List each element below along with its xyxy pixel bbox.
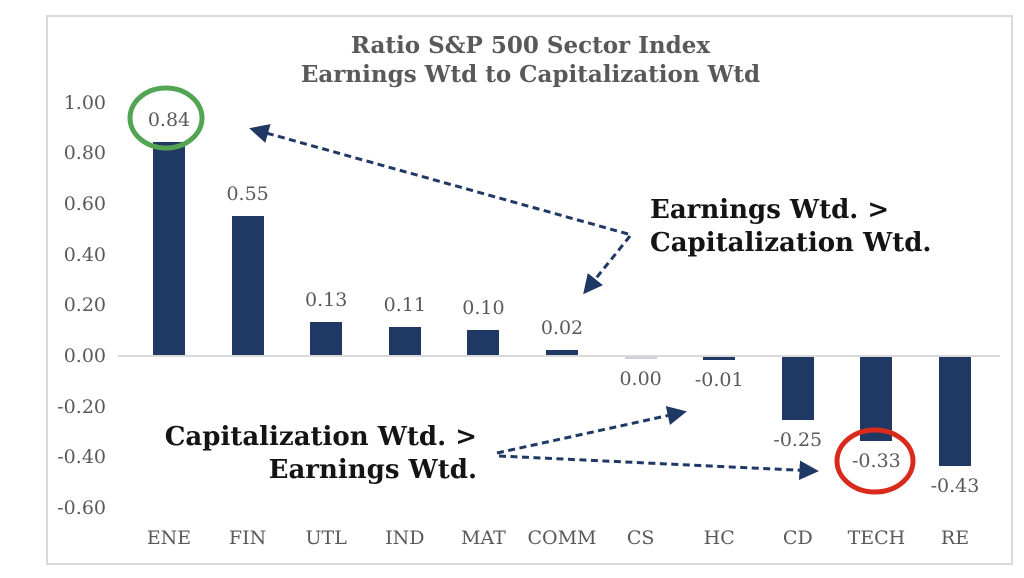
chart-title-line2: Earnings Wtd to Capitalization Wtd xyxy=(300,61,761,88)
bar-label-TECH: -0.33 xyxy=(852,450,901,472)
chart-title-line1: Ratio S&P 500 Sector Index xyxy=(350,32,711,59)
category-label-COMM: COMM xyxy=(527,527,597,549)
ytick--0.60: -0.60 xyxy=(57,497,106,520)
annotation-cap-gt-line2: Earnings Wtd. xyxy=(268,455,477,485)
bar-label-UTL: 0.13 xyxy=(305,289,348,311)
bar-HC xyxy=(703,357,736,360)
category-label-IND: IND xyxy=(385,527,425,549)
ytick-0.60: 0.60 xyxy=(63,192,106,215)
bar-label-RE: -0.43 xyxy=(930,475,980,497)
category-label-TECH: TECH xyxy=(847,527,906,549)
bar-CD xyxy=(781,357,814,420)
bar-label-CS: 0.00 xyxy=(619,368,662,390)
category-label-UTL: UTL xyxy=(305,527,347,549)
annotation-earnings-gt-line2: Capitalization Wtd. xyxy=(650,228,932,258)
bar-label-MAT: 0.10 xyxy=(462,297,505,319)
category-label-MAT: MAT xyxy=(460,527,506,549)
bar-label-CD: -0.25 xyxy=(773,429,823,451)
ytick-0.20: 0.20 xyxy=(63,294,106,317)
bar-COMM xyxy=(546,350,578,355)
category-label-RE: RE xyxy=(940,527,970,549)
annotation-earnings-gt: Earnings Wtd. > Capitalization Wtd. xyxy=(650,194,931,260)
annotation-cap-gt: Capitalization Wtd. > Earnings Wtd. xyxy=(165,421,477,487)
category-label-CD: CD xyxy=(782,527,813,549)
annotation-earnings-gt-line1: Earnings Wtd. > xyxy=(650,195,890,225)
zero-axis-line xyxy=(118,355,1000,357)
bar-RE xyxy=(939,357,971,466)
category-label-CS: CS xyxy=(626,527,655,549)
chart-title: Ratio S&P 500 Sector Index Earnings Wtd … xyxy=(46,31,1015,89)
ytick-1.00: 1.00 xyxy=(63,91,106,114)
category-label-HC: HC xyxy=(703,527,735,549)
bar-label-IND: 0.11 xyxy=(383,294,426,316)
ytick-0.40: 0.40 xyxy=(63,243,106,266)
bar-CS xyxy=(624,357,657,359)
category-label-ENE: ENE xyxy=(146,527,192,549)
ytick--0.40: -0.40 xyxy=(57,446,106,469)
bar-TECH xyxy=(860,357,893,441)
bar-IND xyxy=(388,327,421,355)
ytick--0.20: -0.20 xyxy=(57,395,106,418)
bar-FIN xyxy=(231,216,264,355)
bar-label-FIN: 0.55 xyxy=(226,183,269,205)
ytick-0.00: 0.00 xyxy=(63,345,106,367)
category-label-FIN: FIN xyxy=(228,527,267,549)
bar-label-HC: -0.01 xyxy=(694,369,744,391)
bar-ENE xyxy=(153,142,185,355)
bar-UTL xyxy=(310,322,343,355)
annotation-cap-gt-line1: Capitalization Wtd. > xyxy=(164,422,477,452)
bar-MAT xyxy=(467,330,500,355)
bar-label-ENE: 0.84 xyxy=(147,109,191,131)
bar-label-COMM: 0.02 xyxy=(540,317,584,339)
ytick-0.80: 0.80 xyxy=(63,142,106,165)
